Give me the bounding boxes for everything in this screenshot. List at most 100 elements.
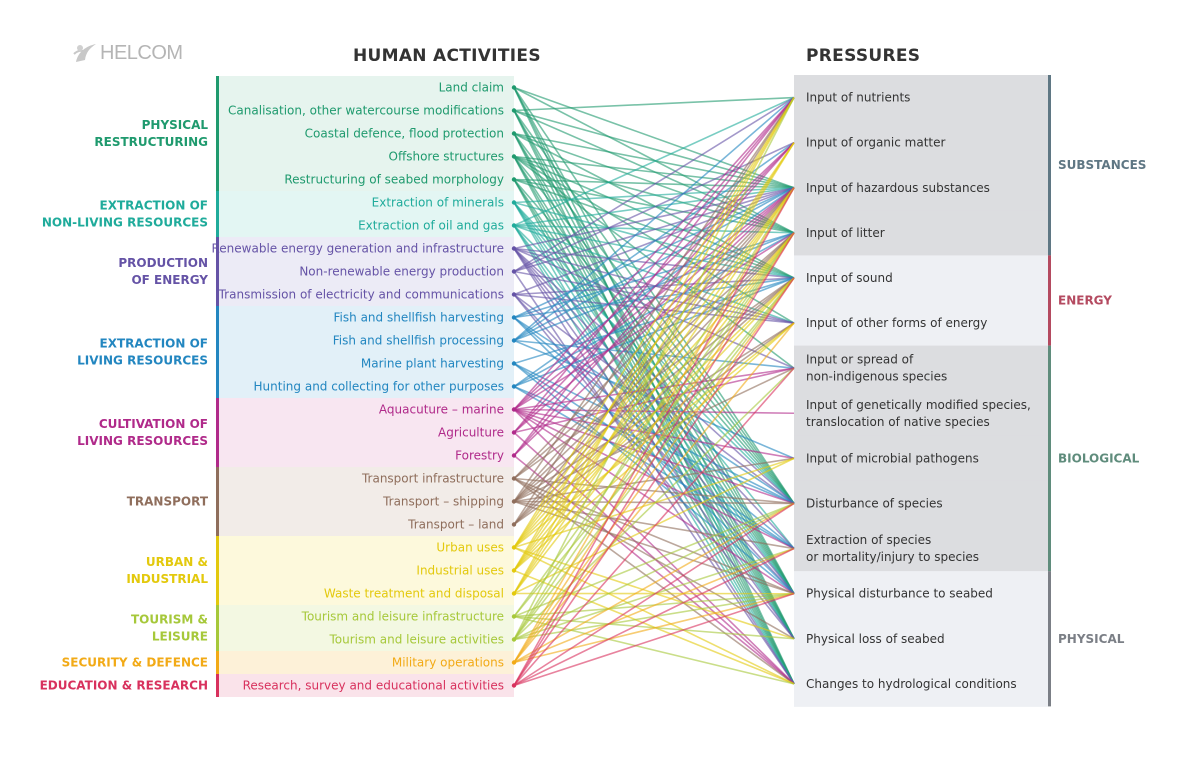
link-line — [513, 96, 795, 273]
group-label: LEISURE — [152, 630, 208, 644]
group-bar — [216, 237, 219, 306]
link-line — [513, 502, 795, 664]
activity-label: Military operations — [392, 656, 504, 670]
group-panel — [218, 306, 514, 398]
group-label: RESTRUCTURING — [94, 135, 208, 149]
group-label: TOURISM & — [131, 613, 208, 627]
pressure-label: Disturbance of species — [806, 496, 943, 510]
helcom-logo-text: HELCOM — [100, 42, 183, 64]
link-line — [513, 385, 795, 505]
link-line — [513, 187, 795, 594]
activity-label: Research, survey and educational activit… — [243, 679, 504, 693]
activity-node — [511, 430, 517, 435]
activity-label: Transport infrastructure — [361, 472, 504, 486]
group-label: LIVING RESOURCES — [77, 354, 208, 368]
pressure-band — [794, 616, 1048, 662]
link-line — [513, 97, 795, 411]
link-line — [513, 477, 795, 640]
link-line — [513, 367, 795, 687]
link-line — [513, 232, 795, 686]
group-bar — [216, 674, 219, 697]
activity-label: Aquacuture – marine — [379, 403, 504, 417]
link-line — [513, 615, 795, 685]
group-bar — [216, 306, 219, 398]
pressure-band — [794, 526, 1048, 572]
group-panel — [218, 536, 514, 605]
activity-node — [511, 591, 517, 596]
pressure-band — [794, 300, 1048, 347]
activity-node — [511, 177, 517, 182]
group-bar — [216, 605, 219, 651]
group-label: NON-LIVING RESOURCES — [42, 216, 208, 230]
group-bar — [216, 536, 219, 605]
activity-node — [511, 269, 517, 274]
link-line — [513, 232, 795, 572]
group-label: OF ENERGY — [131, 273, 208, 287]
link-line — [513, 477, 795, 685]
activity-node — [511, 85, 517, 90]
group-bar — [216, 191, 219, 237]
activity-node — [511, 108, 517, 113]
group-panel — [218, 237, 514, 306]
pressure-band — [794, 435, 1048, 482]
link-line — [513, 155, 795, 369]
pressure-label: Input of hazardous substances — [806, 181, 990, 195]
links-layer — [513, 86, 795, 687]
group-bar — [216, 398, 219, 467]
pressure-label: Input of genetically modified species, — [806, 398, 1031, 412]
activity-node — [511, 315, 517, 320]
group-label: EDUCATION & RESEARCH — [40, 679, 208, 693]
pressure-label: translocation of native species — [806, 415, 990, 429]
pressure-band — [794, 120, 1048, 166]
activity-node — [511, 154, 517, 159]
pressure-band — [794, 480, 1048, 527]
category-bar — [1048, 255, 1051, 346]
helcom-logo-icon — [72, 40, 100, 70]
activity-node — [511, 637, 517, 642]
pressure-label: Extraction of species — [806, 533, 931, 547]
activity-node — [511, 522, 517, 527]
group-bar — [216, 467, 219, 536]
link-line — [513, 547, 795, 664]
activity-label: Urban uses — [436, 541, 504, 555]
pressure-label: Input of microbial pathogens — [806, 451, 979, 465]
activity-label: Restructuring of seabed morphology — [284, 173, 504, 187]
activity-node — [511, 568, 517, 573]
activity-node — [511, 476, 517, 481]
group-label: INDUSTRIAL — [126, 572, 208, 586]
activity-node — [511, 545, 517, 550]
pressure-label: or mortality/injury to species — [806, 550, 979, 564]
activity-label: Renewable energy generation and infrastr… — [212, 242, 505, 256]
activity-label: Marine plant harvesting — [361, 357, 504, 371]
activity-node — [511, 292, 517, 297]
pressure-label: Input of other forms of energy — [806, 316, 987, 330]
group-label: EXTRACTION OF — [100, 199, 208, 213]
activity-label: Land claim — [439, 81, 504, 95]
link-line — [513, 408, 795, 685]
activity-node — [511, 453, 517, 458]
link-line — [513, 408, 795, 505]
group-panel — [218, 674, 514, 697]
category-label: BIOLOGICAL — [1058, 451, 1140, 465]
link-line — [513, 277, 795, 663]
category-label: SUBSTANCES — [1058, 158, 1146, 172]
link-line — [513, 155, 795, 189]
group-label: CULTIVATION OF — [99, 417, 208, 431]
activity-label: Hunting and collecting for other purpose… — [254, 380, 504, 394]
activity-label: Fish and shellfish processing — [333, 334, 504, 348]
category-bar — [1048, 345, 1051, 572]
link-line — [513, 247, 795, 595]
pressure-label: non-indigenous species — [806, 370, 947, 384]
activity-node — [511, 614, 517, 619]
pressure-label: Physical disturbance to seabed — [806, 587, 993, 601]
group-label: LIVING RESOURCES — [77, 434, 208, 448]
link-line — [513, 96, 795, 227]
activity-label: Coastal defence, flood protection — [305, 127, 504, 141]
link-line — [513, 502, 795, 687]
group-label: PHYSICAL — [142, 118, 209, 132]
activity-label: Waste treatment and disposal — [324, 587, 504, 601]
link-line — [513, 187, 795, 640]
pressure-label: Input of litter — [806, 226, 885, 240]
pressures-heading: PRESSURES — [806, 46, 921, 66]
pressure-band — [794, 255, 1048, 301]
